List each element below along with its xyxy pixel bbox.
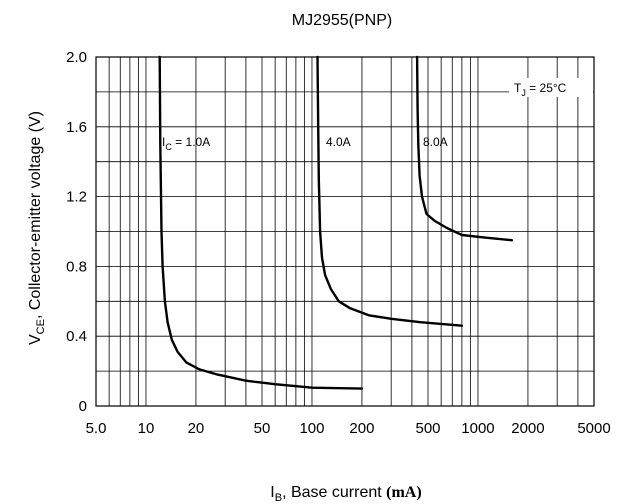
annotation-background xyxy=(509,78,593,97)
x-tick-label: 500 xyxy=(415,420,440,437)
y-tick-label: 0.4 xyxy=(66,328,87,345)
series-label-2: 4.0A xyxy=(326,135,351,149)
plot-frame xyxy=(95,56,595,407)
x-tick-label: 10 xyxy=(138,420,155,437)
series-line-3 xyxy=(415,55,514,242)
x-tick-label: 50 xyxy=(254,420,271,437)
x-tick-label: 200 xyxy=(349,420,374,437)
curves xyxy=(158,55,514,390)
y-axis-label: VCE, Collector-emitter voltage (V) xyxy=(27,111,47,345)
curve-labels: IC = 1.0A 4.0A 8.0A xyxy=(162,135,448,152)
x-tick-label: 100 xyxy=(299,420,324,437)
x-tick-label: 2000 xyxy=(511,420,544,437)
y-tick-label: 1.2 xyxy=(66,189,87,206)
annotation-text: TJ = 25°C xyxy=(514,81,567,98)
series-label-1: IC = 1.0A xyxy=(162,135,210,152)
grid xyxy=(96,57,594,406)
series-line-1 xyxy=(158,55,364,390)
y-tick-label: 1.6 xyxy=(66,119,87,136)
x-tick-label: 20 xyxy=(188,420,205,437)
x-tick-labels: 5.0 10 20 50 100 200 500 1000 2000 5000 xyxy=(86,420,611,437)
x-tick-label: 1000 xyxy=(461,420,494,437)
temperature-annotation: TJ = 25°C xyxy=(509,78,593,98)
x-tick-label: 5000 xyxy=(577,420,610,437)
series-line-2 xyxy=(316,55,464,327)
y-tick-label: 0 xyxy=(79,398,87,415)
x-axis-label: IB, Base current (mA) xyxy=(270,484,421,504)
series-label-3: 8.0A xyxy=(423,135,448,149)
y-tick-labels: 0 0.4 0.8 1.2 1.6 2.0 xyxy=(66,49,87,415)
x-tick-label: 5.0 xyxy=(86,420,107,437)
y-tick-label: 0.8 xyxy=(66,258,87,275)
y-tick-label: 2.0 xyxy=(66,49,87,66)
chart-title: MJ2955(PNP) xyxy=(292,12,392,29)
